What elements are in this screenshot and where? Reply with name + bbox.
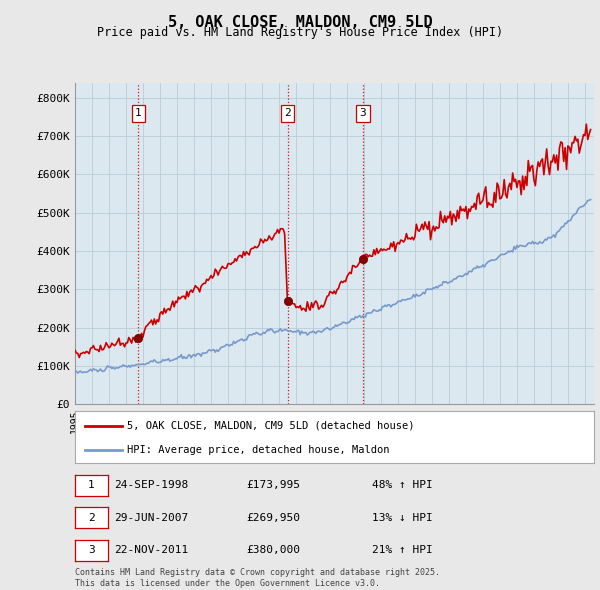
Text: 2: 2: [88, 513, 95, 523]
Text: Price paid vs. HM Land Registry's House Price Index (HPI): Price paid vs. HM Land Registry's House …: [97, 26, 503, 39]
Text: £380,000: £380,000: [246, 545, 300, 555]
Text: This data is licensed under the Open Government Licence v3.0.: This data is licensed under the Open Gov…: [75, 579, 380, 588]
Text: 3: 3: [88, 545, 95, 555]
Text: 13% ↓ HPI: 13% ↓ HPI: [372, 513, 433, 523]
Text: HPI: Average price, detached house, Maldon: HPI: Average price, detached house, Mald…: [127, 445, 389, 455]
Text: 2: 2: [284, 108, 291, 118]
Text: 5, OAK CLOSE, MALDON, CM9 5LD: 5, OAK CLOSE, MALDON, CM9 5LD: [167, 15, 433, 30]
Text: £173,995: £173,995: [246, 480, 300, 490]
Text: 48% ↑ HPI: 48% ↑ HPI: [372, 480, 433, 490]
Text: 22-NOV-2011: 22-NOV-2011: [114, 545, 188, 555]
Text: 1: 1: [88, 480, 95, 490]
Text: 3: 3: [359, 108, 366, 118]
Text: 21% ↑ HPI: 21% ↑ HPI: [372, 545, 433, 555]
Text: Contains HM Land Registry data © Crown copyright and database right 2025.: Contains HM Land Registry data © Crown c…: [75, 568, 440, 577]
Text: 5, OAK CLOSE, MALDON, CM9 5LD (detached house): 5, OAK CLOSE, MALDON, CM9 5LD (detached …: [127, 421, 415, 431]
Text: £269,950: £269,950: [246, 513, 300, 523]
Text: 29-JUN-2007: 29-JUN-2007: [114, 513, 188, 523]
Text: 24-SEP-1998: 24-SEP-1998: [114, 480, 188, 490]
Text: 1: 1: [135, 108, 142, 118]
